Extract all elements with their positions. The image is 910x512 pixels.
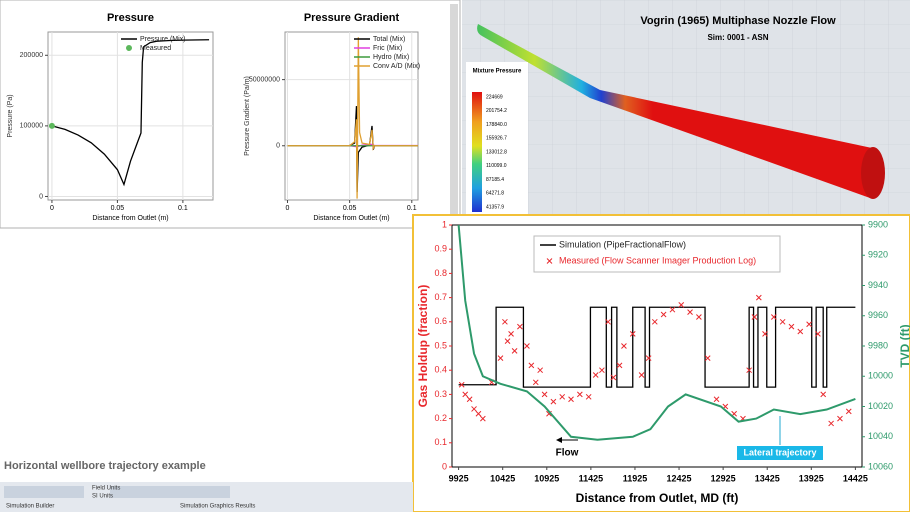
y-tick-label: 0.9 [434, 244, 447, 254]
y-axis-label: Gas Holdup (fraction) [416, 285, 430, 408]
caption: Horizontal wellbore trajectory example [4, 460, 206, 472]
x-tick-label: 11925 [623, 473, 648, 483]
scrollbar [450, 4, 458, 224]
x-tick-label: 0.05 [343, 205, 357, 212]
x-tick-label: 9925 [449, 473, 469, 483]
y-tick-label: 200000 [20, 52, 43, 59]
y-tick-label: 0 [276, 143, 280, 150]
legend-value: 133012.8 [486, 149, 507, 155]
view-subtitle: Sim: 0001 - ASN [707, 33, 768, 42]
legend-label: Measured [140, 45, 171, 52]
x-tick-label: 0 [286, 205, 290, 212]
y2-tick-label: 10060 [868, 461, 893, 471]
y2-tick-label: 9940 [868, 280, 888, 290]
y2-tick-label: 9960 [868, 310, 888, 320]
legend-value: 224669 [486, 94, 503, 100]
y2-tick-label: 10040 [868, 431, 893, 441]
view-title: Vogrin (1965) Multiphase Nozzle Flow [640, 15, 836, 27]
x-tick-label: 0.05 [111, 205, 125, 212]
legend-title: Mixture Pressure [473, 69, 522, 75]
y-axis-label: Pressure Gradient (Pa/m) [244, 76, 251, 156]
legend-label: Simulation (PipeFractionalFlow) [559, 239, 686, 249]
x-tick-label: 0.1 [407, 205, 417, 212]
tool-icons [4, 486, 84, 498]
legend-value: 178840.0 [486, 122, 507, 128]
y2-tick-label: 9920 [868, 250, 888, 260]
y-tick-label: 0 [442, 461, 447, 471]
y-tick-label: 0.4 [434, 365, 447, 375]
legend-swatch [126, 45, 132, 51]
y-tick-label: 100000 [20, 123, 43, 130]
x-axis-label: Distance from Outlet, MD (ft) [576, 491, 739, 505]
y2-tick-label: 9980 [868, 340, 888, 350]
y-tick-label: 0.1 [434, 437, 447, 447]
units-option[interactable]: Field Units [92, 486, 120, 492]
tool-icons [110, 486, 230, 498]
legend-label: Fric (Mix) [373, 45, 402, 52]
y-tick-label: 1 [442, 219, 447, 229]
legend-value: 87185.4 [486, 177, 504, 183]
screenshot: Vogrin (1965) Multiphase Nozzle Flow Sim… [0, 0, 910, 512]
x-tick-label: 12925 [711, 473, 736, 483]
x-axis-label: Distance from Outlet (m) [313, 215, 389, 222]
y-tick-label: 0.5 [434, 340, 447, 350]
legend-label: Conv A/D (Mix) [373, 63, 420, 70]
chart-title: Pressure [107, 12, 154, 24]
y2-tick-label: 10000 [868, 371, 893, 381]
legend-value: 110099.0 [486, 163, 507, 169]
legend-value: 41357.9 [486, 204, 504, 210]
y2-tick-label: 9900 [868, 219, 888, 229]
x-tick-label: 13925 [799, 473, 824, 483]
legend-value: 155926.7 [486, 136, 507, 142]
color-bar [472, 92, 482, 212]
annotation: Flow [556, 448, 579, 459]
legend-label: Hydro (Mix) [373, 54, 409, 61]
legend-label: Total (Mix) [373, 36, 405, 43]
y-tick-label: 0.2 [434, 413, 447, 423]
units-option[interactable]: SI Units [92, 494, 113, 500]
y2-axis-label: TVD (ft) [898, 324, 910, 367]
x-tick-label: 10925 [534, 473, 559, 483]
y-tick-label: 0.6 [434, 316, 447, 326]
chart-title: Pressure Gradient [304, 12, 400, 24]
y-tick-label: 0 [39, 193, 43, 200]
legend-value: 201754.2 [486, 108, 507, 114]
y-tick-label: 0.8 [434, 268, 447, 278]
x-axis-label: Distance from Outlet (m) [92, 215, 168, 222]
x-tick-label: 0 [50, 205, 54, 212]
legend-label: Pressure (Mix) [140, 36, 186, 43]
y-tick-label: 0.3 [434, 389, 447, 399]
y-tick-label: 0.7 [434, 292, 447, 302]
marker [49, 123, 55, 129]
x-tick-label: 11425 [579, 473, 604, 483]
tab[interactable]: Simulation Builder [6, 504, 54, 510]
x-tick-label: 12425 [667, 473, 692, 483]
page: {"chart_data":[ {"type":"line","title":"… [0, 0, 910, 512]
y2-tick-label: 10020 [868, 401, 893, 411]
legend-label: Measured (Flow Scanner Imager Production… [559, 255, 756, 265]
x-tick-label: 14425 [843, 473, 868, 483]
legend-value: 64271.8 [486, 191, 504, 197]
nozzle-outlet [861, 147, 885, 199]
x-tick-label: 10425 [490, 473, 515, 483]
y-tick-label: 50000000 [249, 76, 280, 83]
annotation: Lateral trajectory [743, 447, 816, 457]
y-axis-label: Pressure (Pa) [7, 94, 14, 137]
plot-area [48, 32, 213, 200]
x-tick-label: 0.1 [178, 205, 188, 212]
x-tick-label: 13425 [755, 473, 780, 483]
tab[interactable]: Simulation Graphics Results [180, 504, 255, 510]
